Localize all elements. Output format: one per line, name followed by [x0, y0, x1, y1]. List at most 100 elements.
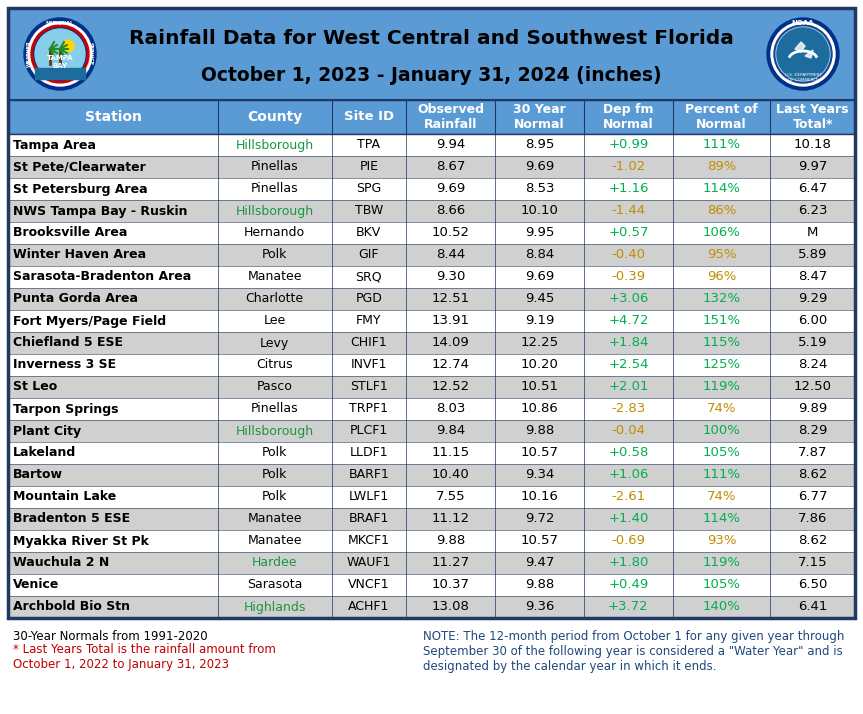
Text: 140%: 140%: [702, 600, 740, 613]
Text: 114%: 114%: [702, 513, 740, 526]
Text: -1.02: -1.02: [611, 161, 646, 174]
Text: +0.99: +0.99: [608, 139, 649, 151]
Text: Manatee: Manatee: [248, 271, 302, 283]
Text: 10.16: 10.16: [520, 491, 558, 503]
Bar: [8, 354, 855, 376]
Text: NOAA: NOAA: [791, 20, 815, 26]
Bar: [8, 8, 855, 100]
Text: 12.25: 12.25: [520, 336, 558, 349]
Text: 86%: 86%: [707, 204, 736, 218]
Text: 5.19: 5.19: [798, 336, 828, 349]
Text: 10.40: 10.40: [432, 468, 469, 481]
Text: Fort Myers/Page Field: Fort Myers/Page Field: [13, 314, 166, 328]
Text: 9.30: 9.30: [436, 271, 465, 283]
Text: 13.91: 13.91: [432, 314, 469, 328]
Text: -0.69: -0.69: [611, 535, 646, 548]
Text: +0.58: +0.58: [608, 446, 649, 460]
Bar: [8, 332, 855, 354]
Text: 10.51: 10.51: [520, 381, 558, 393]
Text: 10.37: 10.37: [432, 578, 469, 591]
Text: 7.87: 7.87: [798, 446, 828, 460]
Text: 11.15: 11.15: [432, 446, 469, 460]
Text: PLCF1: PLCF1: [350, 425, 388, 438]
Text: Winter Haven Area: Winter Haven Area: [13, 248, 146, 261]
Text: 100%: 100%: [702, 425, 740, 438]
Text: 9.19: 9.19: [525, 314, 554, 328]
Text: Punta Gorda Area: Punta Gorda Area: [13, 293, 138, 306]
Text: 125%: 125%: [702, 358, 740, 371]
Text: 8.47: 8.47: [798, 271, 828, 283]
Text: Hillsborough: Hillsborough: [236, 425, 314, 438]
Text: Sarasota-Bradenton Area: Sarasota-Bradenton Area: [13, 271, 192, 283]
Text: LLDF1: LLDF1: [350, 446, 388, 460]
Text: 10.20: 10.20: [520, 358, 558, 371]
Circle shape: [767, 18, 839, 90]
Text: 30-Year Normals from 1991-2020: 30-Year Normals from 1991-2020: [13, 630, 208, 643]
Text: 9.29: 9.29: [798, 293, 828, 306]
Text: BKV: BKV: [356, 226, 381, 239]
Text: St Pete/Clearwater: St Pete/Clearwater: [13, 161, 146, 174]
Text: 11.12: 11.12: [432, 513, 469, 526]
Text: 12.74: 12.74: [432, 358, 469, 371]
Text: Polk: Polk: [262, 491, 287, 503]
Text: INVF1: INVF1: [350, 358, 387, 371]
Text: VNCF1: VNCF1: [348, 578, 389, 591]
Text: 8.29: 8.29: [798, 425, 828, 438]
Text: 8.62: 8.62: [798, 468, 828, 481]
Text: 119%: 119%: [702, 556, 740, 570]
Text: Myakka River St Pk: Myakka River St Pk: [13, 535, 149, 548]
Text: 9.69: 9.69: [525, 161, 554, 174]
Text: Highlands: Highlands: [243, 600, 306, 613]
Text: 9.88: 9.88: [525, 425, 554, 438]
Circle shape: [777, 28, 829, 80]
Bar: [8, 288, 855, 310]
Text: +1.06: +1.06: [608, 468, 649, 481]
Text: TBW: TBW: [355, 204, 383, 218]
Text: Tarpon Springs: Tarpon Springs: [13, 403, 118, 416]
Text: 93%: 93%: [707, 535, 736, 548]
Text: 9.88: 9.88: [436, 535, 465, 548]
Text: +0.49: +0.49: [608, 578, 649, 591]
Text: 114%: 114%: [702, 183, 740, 196]
Text: 9.45: 9.45: [525, 293, 554, 306]
Circle shape: [34, 28, 86, 80]
Text: Archbold Bio Stn: Archbold Bio Stn: [13, 600, 130, 613]
Text: Rainfall Data for West Central and Southwest Florida: Rainfall Data for West Central and South…: [129, 29, 734, 48]
Text: 10.86: 10.86: [520, 403, 558, 416]
Text: SRQ: SRQ: [356, 271, 382, 283]
Text: 8.53: 8.53: [525, 183, 554, 196]
Circle shape: [31, 25, 89, 83]
Text: 9.34: 9.34: [525, 468, 554, 481]
Text: PGD: PGD: [356, 293, 382, 306]
Polygon shape: [795, 42, 805, 52]
Text: 7.86: 7.86: [798, 513, 828, 526]
Text: M: M: [807, 226, 818, 239]
Bar: [8, 464, 855, 486]
Bar: [8, 442, 855, 464]
Text: 7.15: 7.15: [797, 556, 828, 570]
Text: 9.94: 9.94: [436, 139, 465, 151]
Text: Chiefland 5 ESE: Chiefland 5 ESE: [13, 336, 123, 349]
Text: 9.47: 9.47: [525, 556, 554, 570]
Text: 105%: 105%: [702, 578, 740, 591]
Text: 10.57: 10.57: [520, 446, 558, 460]
Text: Bartow: Bartow: [13, 468, 63, 481]
Text: 74%: 74%: [707, 403, 736, 416]
Circle shape: [774, 25, 832, 83]
Text: 6.23: 6.23: [798, 204, 828, 218]
Text: +4.72: +4.72: [608, 314, 649, 328]
Bar: [8, 596, 855, 618]
Text: County: County: [247, 110, 302, 124]
Bar: [8, 222, 855, 244]
Text: BRAF1: BRAF1: [349, 513, 389, 526]
Text: 9.84: 9.84: [436, 425, 465, 438]
Text: 96%: 96%: [707, 271, 736, 283]
Text: Pinellas: Pinellas: [251, 403, 299, 416]
Text: FMY: FMY: [356, 314, 381, 328]
Text: Last Years
Total*: Last Years Total*: [777, 103, 849, 131]
Circle shape: [24, 18, 96, 90]
Text: 6.00: 6.00: [798, 314, 828, 328]
Text: 10.18: 10.18: [794, 139, 832, 151]
Bar: [8, 574, 855, 596]
Text: TPA: TPA: [357, 139, 381, 151]
